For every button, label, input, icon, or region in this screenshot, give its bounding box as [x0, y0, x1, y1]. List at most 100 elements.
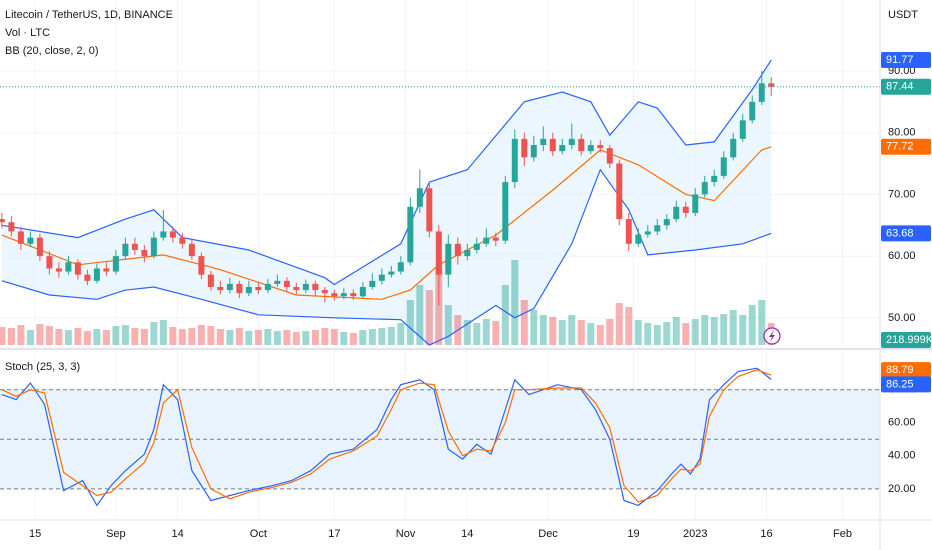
candle-body: [663, 219, 670, 226]
candle-body: [8, 222, 15, 232]
volume-bar: [682, 323, 690, 345]
volume-bar: [273, 331, 281, 345]
candle-body: [226, 283, 233, 291]
volume-bar: [416, 285, 424, 345]
y-tick-label: 80.00: [888, 127, 916, 139]
candle-body: [426, 188, 433, 232]
volume-bar: [549, 317, 557, 345]
candle-body: [93, 268, 100, 281]
candle-body: [55, 268, 62, 272]
volume-bar: [235, 328, 243, 345]
bb-upper-value-bg: [881, 52, 931, 69]
volume-bar: [492, 321, 500, 345]
volume-bar: [216, 329, 224, 345]
x-tick-label: 15: [29, 528, 41, 540]
candle-body: [274, 280, 281, 284]
stoch-value: 86.25: [886, 378, 914, 390]
volume-bar: [672, 317, 680, 345]
volume-bar: [644, 323, 652, 345]
volume-bar: [463, 320, 471, 345]
volume-bar: [283, 330, 291, 345]
candle-body: [150, 237, 157, 257]
candle-body: [293, 286, 300, 291]
candle-body: [340, 293, 347, 297]
x-tick-label: Oct: [250, 528, 267, 540]
volume-value: 218.999K: [886, 334, 932, 346]
candle-body: [27, 237, 34, 244]
event-icon-bolt: [769, 330, 775, 342]
candle-body: [635, 234, 642, 244]
candle-body: [549, 138, 556, 152]
y-tick-label: 20.00: [888, 483, 916, 495]
candle-body: [483, 237, 490, 244]
candle-body: [359, 286, 366, 297]
volume-bar: [530, 310, 538, 345]
volume-bar: [606, 319, 614, 345]
volume-bar: [178, 329, 186, 345]
candle-body: [179, 237, 186, 244]
volume-bar: [729, 310, 737, 345]
candle-body: [369, 280, 376, 287]
volume-bar: [254, 330, 262, 345]
stoch-line: [1, 369, 772, 503]
volume-bar: [36, 324, 44, 345]
candle-body: [625, 219, 632, 244]
candle-body: [530, 145, 537, 158]
candle-body: [207, 274, 214, 287]
bb-lower-value: 63.68: [886, 227, 914, 239]
last-price-value: 87.44: [886, 81, 914, 93]
candle-body: [46, 256, 53, 269]
candle-body: [388, 271, 395, 275]
candle-body: [397, 262, 404, 272]
volume-bar: [7, 328, 15, 345]
chart-title: Litecoin / TetherUS, 1D, BINANCE: [5, 9, 173, 21]
volume-bar: [74, 328, 82, 345]
stoch-value-bg: [881, 362, 931, 379]
candle-body: [331, 293, 338, 297]
volume-bar: [197, 325, 205, 345]
candle-body: [17, 231, 24, 244]
volume-bar: [387, 327, 395, 345]
candle-body: [692, 194, 699, 213]
candle-body: [578, 138, 585, 152]
candle-body: [321, 290, 328, 294]
stoch-line: [1, 367, 772, 507]
candle-body: [673, 206, 680, 220]
x-tick-label: 14: [461, 528, 473, 540]
volume-bar: [93, 329, 101, 345]
volume-bar: [397, 323, 405, 345]
x-tick-label: 17: [328, 528, 340, 540]
candle-body: [568, 138, 575, 146]
candle-body: [559, 145, 566, 152]
volume-bar: [17, 325, 25, 345]
y-tick-label: 60.00: [888, 417, 916, 429]
candle-body: [198, 256, 205, 275]
y-tick-label: 40.00: [888, 450, 916, 462]
candle-body: [464, 249, 471, 257]
volume-bar: [378, 328, 386, 345]
candle-body: [730, 138, 737, 158]
candle-body: [416, 188, 423, 207]
volume-bar: [131, 328, 139, 345]
volume-bar: [444, 305, 452, 345]
candle-body: [74, 262, 81, 275]
volume-bar: [568, 315, 576, 345]
volume-bar: [245, 331, 253, 345]
candle-body: [502, 182, 509, 241]
volume-bar: [150, 322, 158, 345]
volume-bar: [653, 325, 661, 345]
candle-body: [540, 138, 547, 146]
candle-body: [131, 243, 138, 250]
volume-bar: [302, 331, 310, 345]
candle-body: [283, 280, 290, 287]
candle-body: [378, 274, 385, 281]
x-tick-label: Nov: [396, 528, 416, 540]
candle-body: [511, 138, 518, 183]
volume-bar: [501, 285, 509, 345]
x-tick-label: 14: [171, 528, 183, 540]
volume-bar: [311, 330, 319, 345]
candle-body: [492, 237, 499, 241]
stoch-value-bg: [881, 376, 931, 393]
